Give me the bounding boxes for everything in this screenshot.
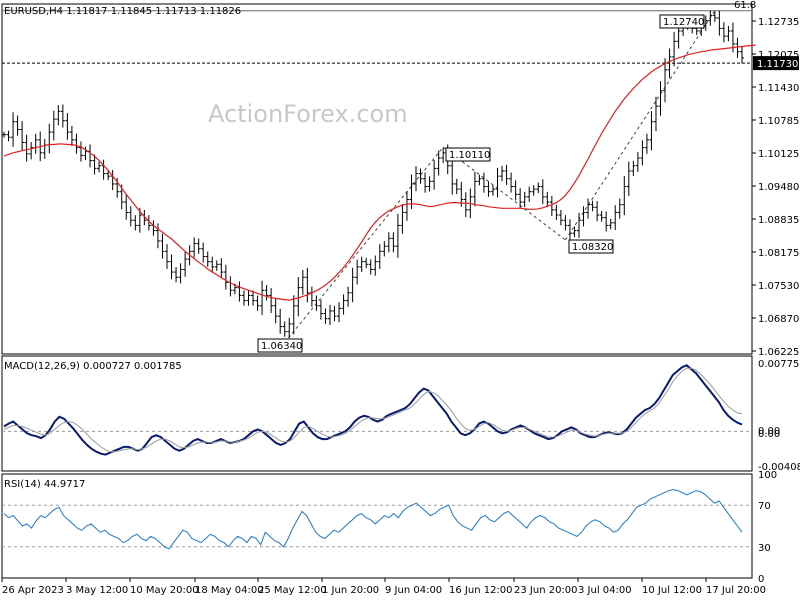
- x-tick-label: 3 May 12:00: [66, 585, 128, 596]
- price-panel: 61.8 1.06340 1.10110 1.08320 1.12740: [2, 0, 756, 353]
- price-panel-frame: [1, 3, 753, 355]
- price-annotation-label: 1.12740: [663, 17, 704, 28]
- price-y-tick-label: 1.11430: [758, 83, 799, 94]
- x-tick-label: 25 May 12:00: [258, 585, 327, 596]
- price-annotation-label: 1.10110: [449, 150, 490, 161]
- price-y-tick-label: 1.07530: [758, 281, 799, 292]
- rsi-y-tick-label: 30: [758, 543, 771, 554]
- price-y-tick-label: 1.08175: [758, 248, 799, 259]
- macd-line: [3, 364, 743, 456]
- macd-title: MACD(12,26,9) 0.000727 0.001785: [4, 361, 182, 372]
- x-tick-label: 10 Jul 12:00: [642, 585, 702, 596]
- price-y-tick-label: 1.09480: [758, 182, 799, 193]
- rsi-y-tick-label: 100: [758, 470, 777, 481]
- rsi-title: RSI(14) 44.9717: [4, 479, 85, 490]
- price-annotation-box: [445, 147, 491, 162]
- macd-y-tick-label: 0.007756: [758, 359, 800, 370]
- macd-panel-frame: [1, 355, 753, 472]
- rsi-panel: [2, 489, 752, 550]
- current-price-tag: [753, 56, 799, 71]
- price-y-tick-label: 1.10785: [758, 116, 799, 127]
- price-y-tick-label: 1.12735: [758, 17, 799, 28]
- price-annotation-label: 1.08320: [572, 242, 613, 253]
- x-tick-label: 3 Jul 04:00: [578, 585, 632, 596]
- rsi-y-tick-label: 0: [758, 574, 764, 585]
- price-y-tick-label: 1.06870: [758, 314, 799, 325]
- axes: 1.12735 1.12075 1.11430 1.10785 1.10125 1.094…: [1, 17, 800, 596]
- macd-y-tick-label: 0.00: [758, 429, 780, 440]
- trend-connector-line: [442, 146, 566, 241]
- price-y-tick-label: 1.06225: [758, 347, 799, 358]
- price-annotation-label: 1.06340: [261, 341, 302, 352]
- macd-y-tick-label: -0.004086: [758, 462, 800, 473]
- current-price-label: 1.11730: [757, 59, 798, 70]
- moving-average-line: [3, 44, 756, 301]
- x-tick-label: 23 Jun 20:00: [514, 585, 578, 596]
- chart-title: EURUSD,H4 1.11817 1.11845 1.11713 1.1182…: [4, 6, 241, 17]
- x-tick-label: 9 Jun 04:00: [385, 585, 442, 596]
- x-tick-label: 10 May 20:00: [130, 585, 199, 596]
- macd-y-tick-label: 0.00: [758, 426, 780, 437]
- x-tick-label: 26 Apr 2023: [2, 585, 64, 596]
- x-tick-label: 16 Jun 12:00: [449, 585, 513, 596]
- watermark: ActionForex.com: [208, 100, 408, 128]
- price-y-tick-label: 1.12075: [758, 50, 799, 61]
- trend-connector-line: [284, 146, 444, 343]
- price-y-tick-label: 1.08835: [758, 215, 799, 226]
- rsi-panel-frame: [1, 473, 753, 579]
- x-tick-label: 18 May 04:00: [195, 585, 264, 596]
- price-annotation-box: [568, 239, 614, 254]
- price-annotation-box: [257, 338, 303, 353]
- price-y-tick-label: 1.10125: [758, 149, 799, 160]
- fib-level-label: 61.8: [734, 0, 756, 11]
- macd-panel: [2, 364, 752, 456]
- price-annotation-box: [659, 14, 705, 29]
- x-tick-label: 17 Jul 20:00: [706, 585, 766, 596]
- x-tick-label: 1 Jun 20:00: [322, 585, 379, 596]
- rsi-line: [3, 489, 743, 550]
- macd-signal-line: [3, 367, 743, 453]
- rsi-y-tick-label: 70: [758, 501, 771, 512]
